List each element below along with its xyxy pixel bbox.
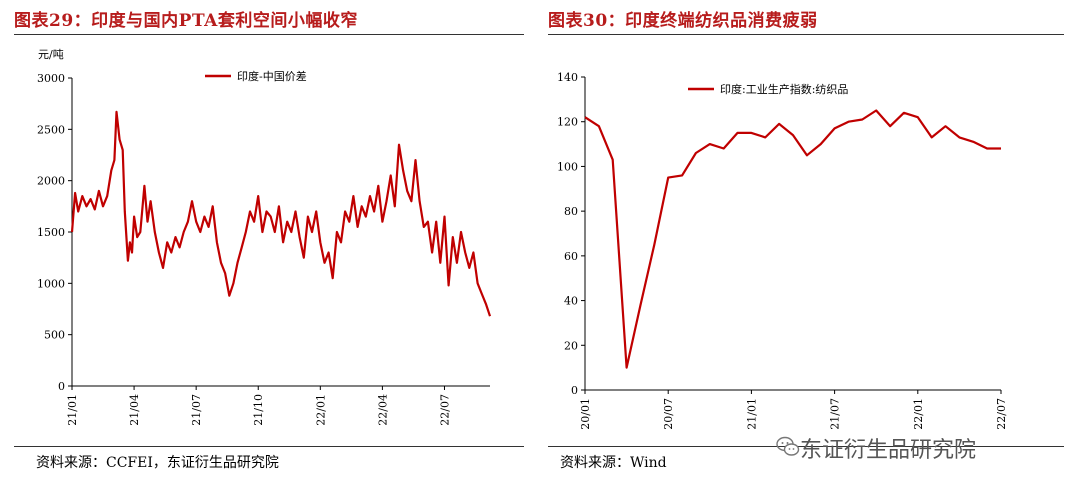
- x-tick-label: 20/01: [579, 398, 592, 430]
- series-line: [584, 109, 1001, 369]
- y-axis-label: 元/吨: [38, 48, 64, 61]
- x-tick-label: 21/01: [66, 394, 79, 426]
- y-tick-label: 120: [557, 116, 578, 129]
- y-tick-label: 100: [557, 160, 578, 173]
- x-tick-label: 21/07: [190, 394, 203, 426]
- x-tick-label: 21/01: [745, 398, 758, 430]
- x-tick-label: 22/07: [995, 398, 1008, 430]
- legend-label: 印度-中国价差: [237, 69, 307, 83]
- x-tick-label: 21/10: [252, 394, 265, 426]
- y-tick-label: 60: [564, 250, 578, 263]
- watermark-text: 东证衍生品研究院: [800, 438, 977, 463]
- left-title-rule: [14, 34, 524, 35]
- left-source: 资料来源：CCFEI，东证衍生品研究院: [36, 455, 279, 471]
- right-chart-title: 图表30：印度终端纺织品消费疲弱: [548, 11, 818, 31]
- x-tick-label: 22/01: [314, 394, 327, 426]
- series-line: [70, 110, 492, 317]
- y-tick-label: 2000: [37, 175, 65, 188]
- x-tick-label: 20/07: [662, 398, 675, 430]
- legend-label: 印度:工业生产指数:纺织品: [720, 82, 848, 96]
- right-title-rule: [548, 34, 1064, 35]
- right-source: 资料来源：Wind: [560, 455, 667, 471]
- y-tick-label: 3000: [37, 72, 65, 85]
- y-tick-label: 0: [571, 384, 578, 397]
- y-tick-label: 140: [557, 71, 578, 84]
- wechat-icon: [776, 436, 800, 456]
- left-chart-title: 图表29：印度与国内PTA套利空间小幅收窄: [14, 11, 358, 31]
- y-tick-label: 2500: [37, 123, 65, 136]
- y-tick-label: 0: [58, 380, 65, 393]
- x-tick-label: 22/07: [438, 394, 451, 426]
- x-tick-label: 21/07: [829, 398, 842, 430]
- y-tick-label: 80: [564, 205, 578, 218]
- left-source-rule: [14, 446, 524, 447]
- y-tick-label: 20: [564, 339, 578, 352]
- right-source-rule: [548, 446, 1064, 447]
- y-tick-label: 1000: [37, 277, 65, 290]
- x-tick-label: 22/04: [376, 394, 389, 426]
- x-tick-label: 22/01: [912, 398, 925, 430]
- left-chart: 0 500 1000 1500 2000 2500 3000 21/01 21/04 21/07 2…: [37, 48, 492, 426]
- y-tick-label: 40: [564, 295, 578, 308]
- y-tick-label: 1500: [37, 226, 65, 239]
- right-chart: 0 20 40 60 80 100 120 140 20/01 20/07 21/01 21/07 22…: [557, 71, 1008, 430]
- y-tick-label: 500: [44, 329, 65, 342]
- x-tick-label: 21/04: [128, 394, 141, 426]
